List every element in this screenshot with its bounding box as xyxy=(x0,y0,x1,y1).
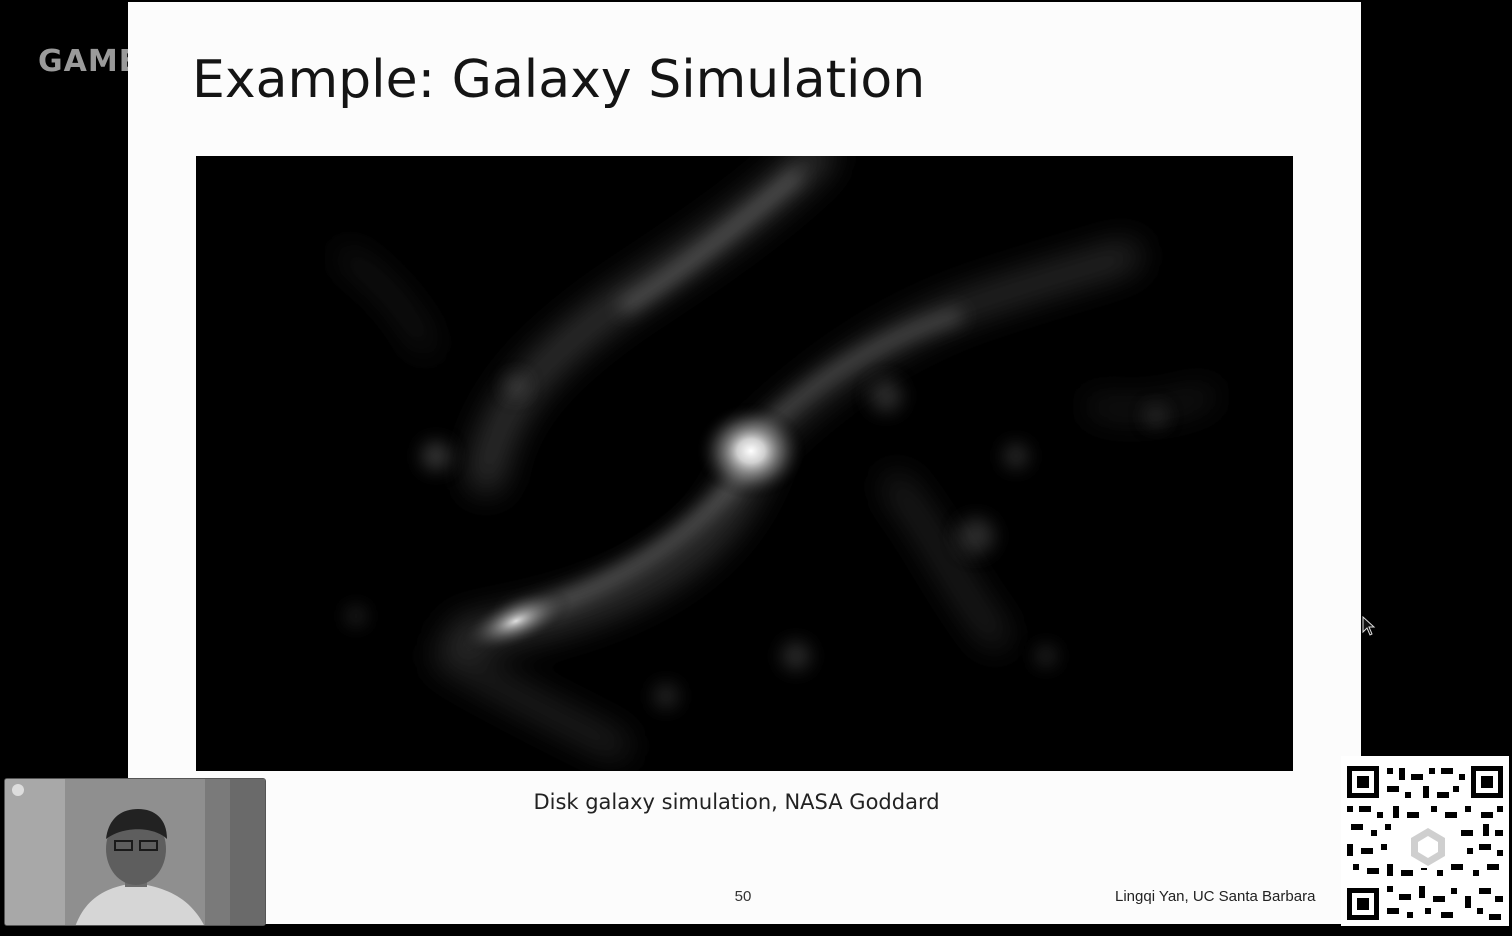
slide-page-number: 50 xyxy=(734,888,752,905)
presenter-image xyxy=(5,779,265,925)
galaxy-simulation-image xyxy=(196,156,1293,771)
qr-code xyxy=(1341,756,1509,926)
mouse-cursor-icon xyxy=(1362,616,1376,636)
slide: Example: Galaxy Simulation xyxy=(128,2,1361,924)
slide-title: Example: Galaxy Simulation xyxy=(192,50,926,110)
qr-code-svg xyxy=(1341,756,1509,926)
brand-text: GAME xyxy=(38,44,141,79)
slide-author: Lingqi Yan, UC Santa Barbara xyxy=(1115,888,1316,905)
slide-caption: Disk galaxy simulation, NASA Goddard xyxy=(128,790,1361,814)
presenter-webcam xyxy=(4,778,266,926)
galaxy-image-svg xyxy=(196,156,1293,771)
caption-text: Disk galaxy simulation, NASA Goddard xyxy=(533,790,940,814)
webcam-indicator-icon xyxy=(12,784,24,796)
